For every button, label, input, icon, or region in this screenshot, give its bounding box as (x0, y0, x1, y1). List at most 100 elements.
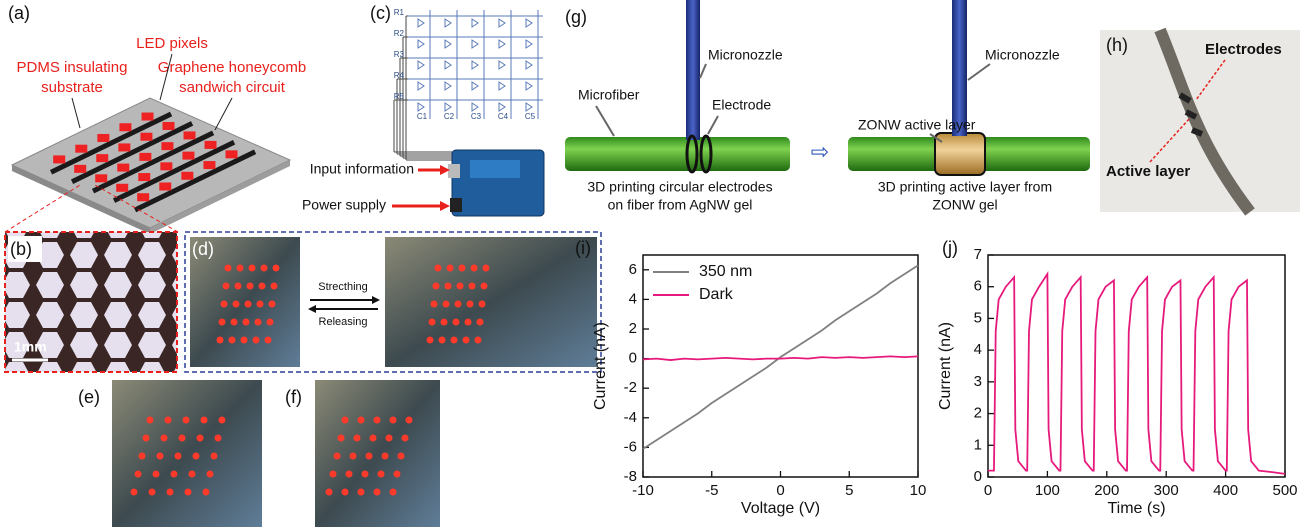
led-glow (233, 301, 240, 308)
plot-frame (988, 255, 1285, 477)
caption: ZONW gel (932, 197, 997, 213)
panel-label: (b) (10, 239, 32, 259)
led-glow (259, 283, 266, 290)
led-pixel (117, 164, 129, 172)
photo (315, 380, 440, 527)
led-symbol (526, 103, 532, 111)
arrowhead (308, 305, 316, 313)
led-glow (451, 337, 458, 344)
panel-label: (h) (1106, 35, 1128, 55)
arduino-logo (470, 160, 520, 178)
led-glow (338, 435, 345, 442)
led-glow (457, 283, 464, 290)
y-tick-label: 6 (974, 278, 982, 295)
led-glow (334, 453, 341, 460)
led-glow (358, 489, 365, 496)
led-glow (467, 301, 474, 308)
led-glow (471, 265, 478, 272)
y-tick-label: 4 (629, 290, 637, 307)
led-pixel (203, 161, 215, 169)
led-glow (273, 265, 280, 272)
scale-label: 1mm (14, 339, 47, 355)
led-glow (143, 435, 150, 442)
led-glow (157, 453, 164, 460)
column-label: C2 (444, 112, 455, 121)
led-glow (453, 319, 460, 326)
led-pixel (161, 142, 173, 150)
led-symbol (445, 103, 451, 111)
panel-label: (j) (942, 238, 958, 258)
pointer (215, 98, 232, 130)
led-symbol (418, 19, 424, 27)
led-glow (243, 319, 250, 326)
annotation: Active layer (1106, 163, 1190, 180)
microfiber (565, 137, 790, 171)
led-pixel (75, 145, 87, 153)
led-glow (330, 471, 337, 478)
led-symbol (472, 82, 478, 90)
led-symbol (445, 19, 451, 27)
led-glow (197, 435, 204, 442)
led-symbol (472, 19, 478, 27)
x-axis-label: Voltage (V) (741, 500, 820, 517)
annotation: Microfiber (578, 87, 640, 103)
led-glow (265, 337, 272, 344)
led-glow (147, 417, 154, 424)
led-glow (131, 489, 138, 496)
led-symbol (418, 61, 424, 69)
led-glow (455, 301, 462, 308)
led-glow (207, 471, 214, 478)
led-glow (193, 453, 200, 460)
led-symbol (445, 61, 451, 69)
led-pixel (96, 154, 108, 162)
data-line (988, 274, 1285, 474)
led-glow (481, 283, 488, 290)
y-tick-label: 4 (974, 341, 982, 358)
x-axis-label: Time (s) (1107, 500, 1165, 517)
annotation: Micronozzle (985, 47, 1060, 63)
led-glow (247, 283, 254, 290)
led-glow (267, 319, 274, 326)
led-symbol (418, 103, 424, 111)
led-glow (139, 453, 146, 460)
caption: 3D printing active layer from (878, 179, 1052, 195)
led-glow (217, 337, 224, 344)
led-glow (374, 417, 381, 424)
led-glow (257, 301, 264, 308)
y-axis-label: Current (nA) (937, 322, 954, 410)
y-tick-label: -8 (624, 468, 637, 485)
led-pixel (53, 155, 65, 163)
led-glow (447, 265, 454, 272)
x-tick-label: 300 (1154, 482, 1179, 499)
column-label: C1 (417, 112, 428, 121)
micronozzle (952, 0, 967, 136)
page: (a) LED pixels PDMS insulating substrate… (0, 0, 1303, 527)
led-pixel (226, 150, 238, 158)
led-glow (269, 301, 276, 308)
annotation: Micronozzle (708, 47, 783, 63)
led-glow (219, 417, 226, 424)
arduino (452, 150, 544, 216)
annotation: LED pixels (136, 35, 208, 52)
annotation: Power supply (302, 197, 386, 213)
led-glow (390, 489, 397, 496)
led-pixel (97, 134, 109, 142)
led-glow (149, 489, 156, 496)
annotation: sandwich circuit (179, 79, 286, 96)
led-glow (253, 337, 260, 344)
led-pixel (138, 173, 150, 181)
x-tick-label: 5 (845, 482, 853, 499)
led-glow (241, 337, 248, 344)
led-symbol (418, 40, 424, 48)
led-glow (219, 319, 226, 326)
led-pixel (139, 153, 151, 161)
x-tick-label: 10 (910, 482, 927, 499)
led-symbol (472, 40, 478, 48)
led-pixel (119, 123, 131, 131)
led-matrix: R1R2R3R4R5C1C2C3C4C5 (394, 8, 543, 160)
led-glow (350, 453, 357, 460)
led-glow (229, 337, 236, 344)
usb-port (448, 164, 460, 178)
led-glow (370, 435, 377, 442)
led-symbol (445, 40, 451, 48)
